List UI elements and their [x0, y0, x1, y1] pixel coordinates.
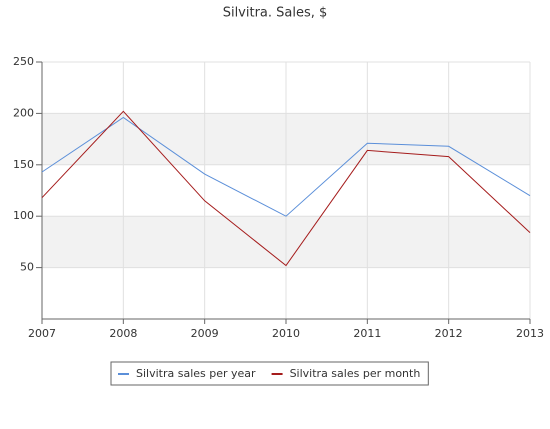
- x-tick-label: 2007: [28, 327, 56, 340]
- x-tick-label: 2008: [109, 327, 137, 340]
- series-line: [41, 116, 531, 217]
- chart-title: Silvitra. Sales, $: [223, 6, 328, 21]
- y-tick-label: 200: [13, 106, 34, 119]
- x-tick-label: 2013: [516, 327, 544, 340]
- legend-label: Silvitra sales per year: [136, 367, 256, 380]
- legend-label: Silvitra sales per month: [290, 367, 421, 380]
- y-tick-label: 250: [13, 55, 34, 68]
- legend-box: [110, 361, 429, 386]
- x-tick-label: 2009: [191, 327, 219, 340]
- x-tick-label: 2010: [272, 327, 300, 340]
- series-line: [41, 110, 531, 267]
- y-tick-label: 100: [13, 209, 34, 222]
- x-tick-label: 2012: [435, 327, 463, 340]
- y-tick-label: 150: [13, 158, 34, 171]
- y-tick-label: 50: [20, 261, 34, 274]
- x-tick-label: 2011: [353, 327, 381, 340]
